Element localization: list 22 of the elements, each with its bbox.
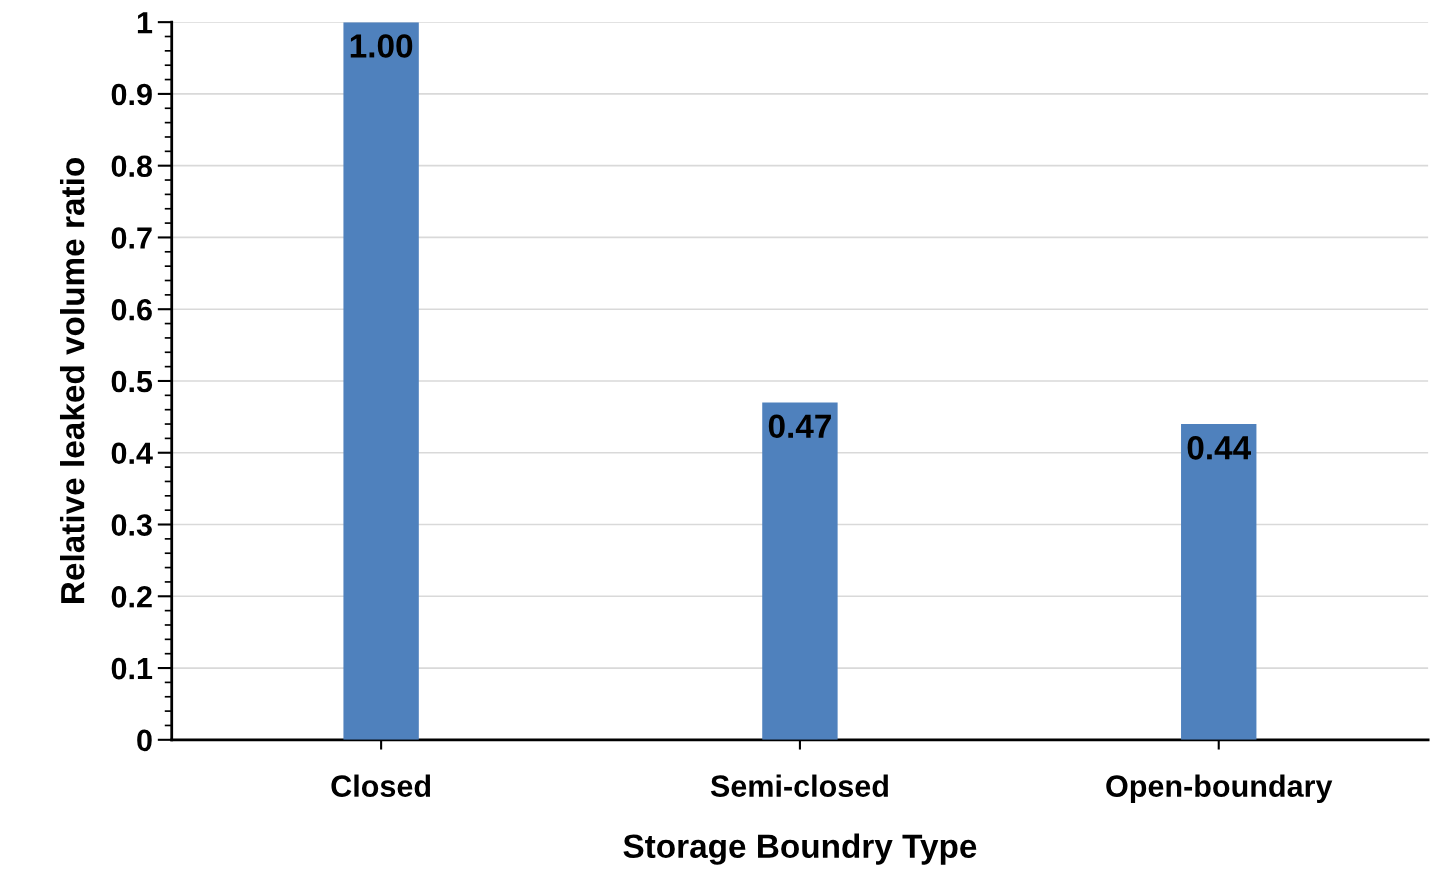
y-tick-label: 0.8	[111, 155, 153, 178]
y-tick-label: 0.3	[111, 514, 152, 536]
y-tick-label: 0.1	[111, 657, 153, 680]
x-axis-title: Storage Boundry Type	[623, 833, 977, 865]
data-label: 0.44	[1187, 436, 1251, 460]
data-label: 0.47	[768, 414, 831, 439]
y-axis-title: Relative leaked volume ratio	[59, 158, 85, 603]
y-tick-label: 0.7	[111, 227, 152, 249]
y-tick-label: 0.5	[111, 370, 153, 393]
bar	[343, 22, 419, 740]
x-tick-label: Closed	[331, 774, 431, 797]
y-tick-label: 0	[137, 729, 152, 752]
x-tick-label: Semi-closed	[710, 774, 888, 797]
y-tick-label: 0.6	[111, 298, 152, 321]
bar	[762, 402, 838, 740]
y-tick-label: 0.2	[111, 586, 152, 608]
bar	[1181, 424, 1257, 740]
y-tick-label: 0.9	[111, 83, 152, 106]
x-tick-label: Open-boundary	[1106, 774, 1333, 804]
y-tick-label: 1	[137, 12, 153, 34]
data-label: 1.00	[350, 34, 413, 58]
y-tick-label: 0.4	[111, 442, 153, 465]
